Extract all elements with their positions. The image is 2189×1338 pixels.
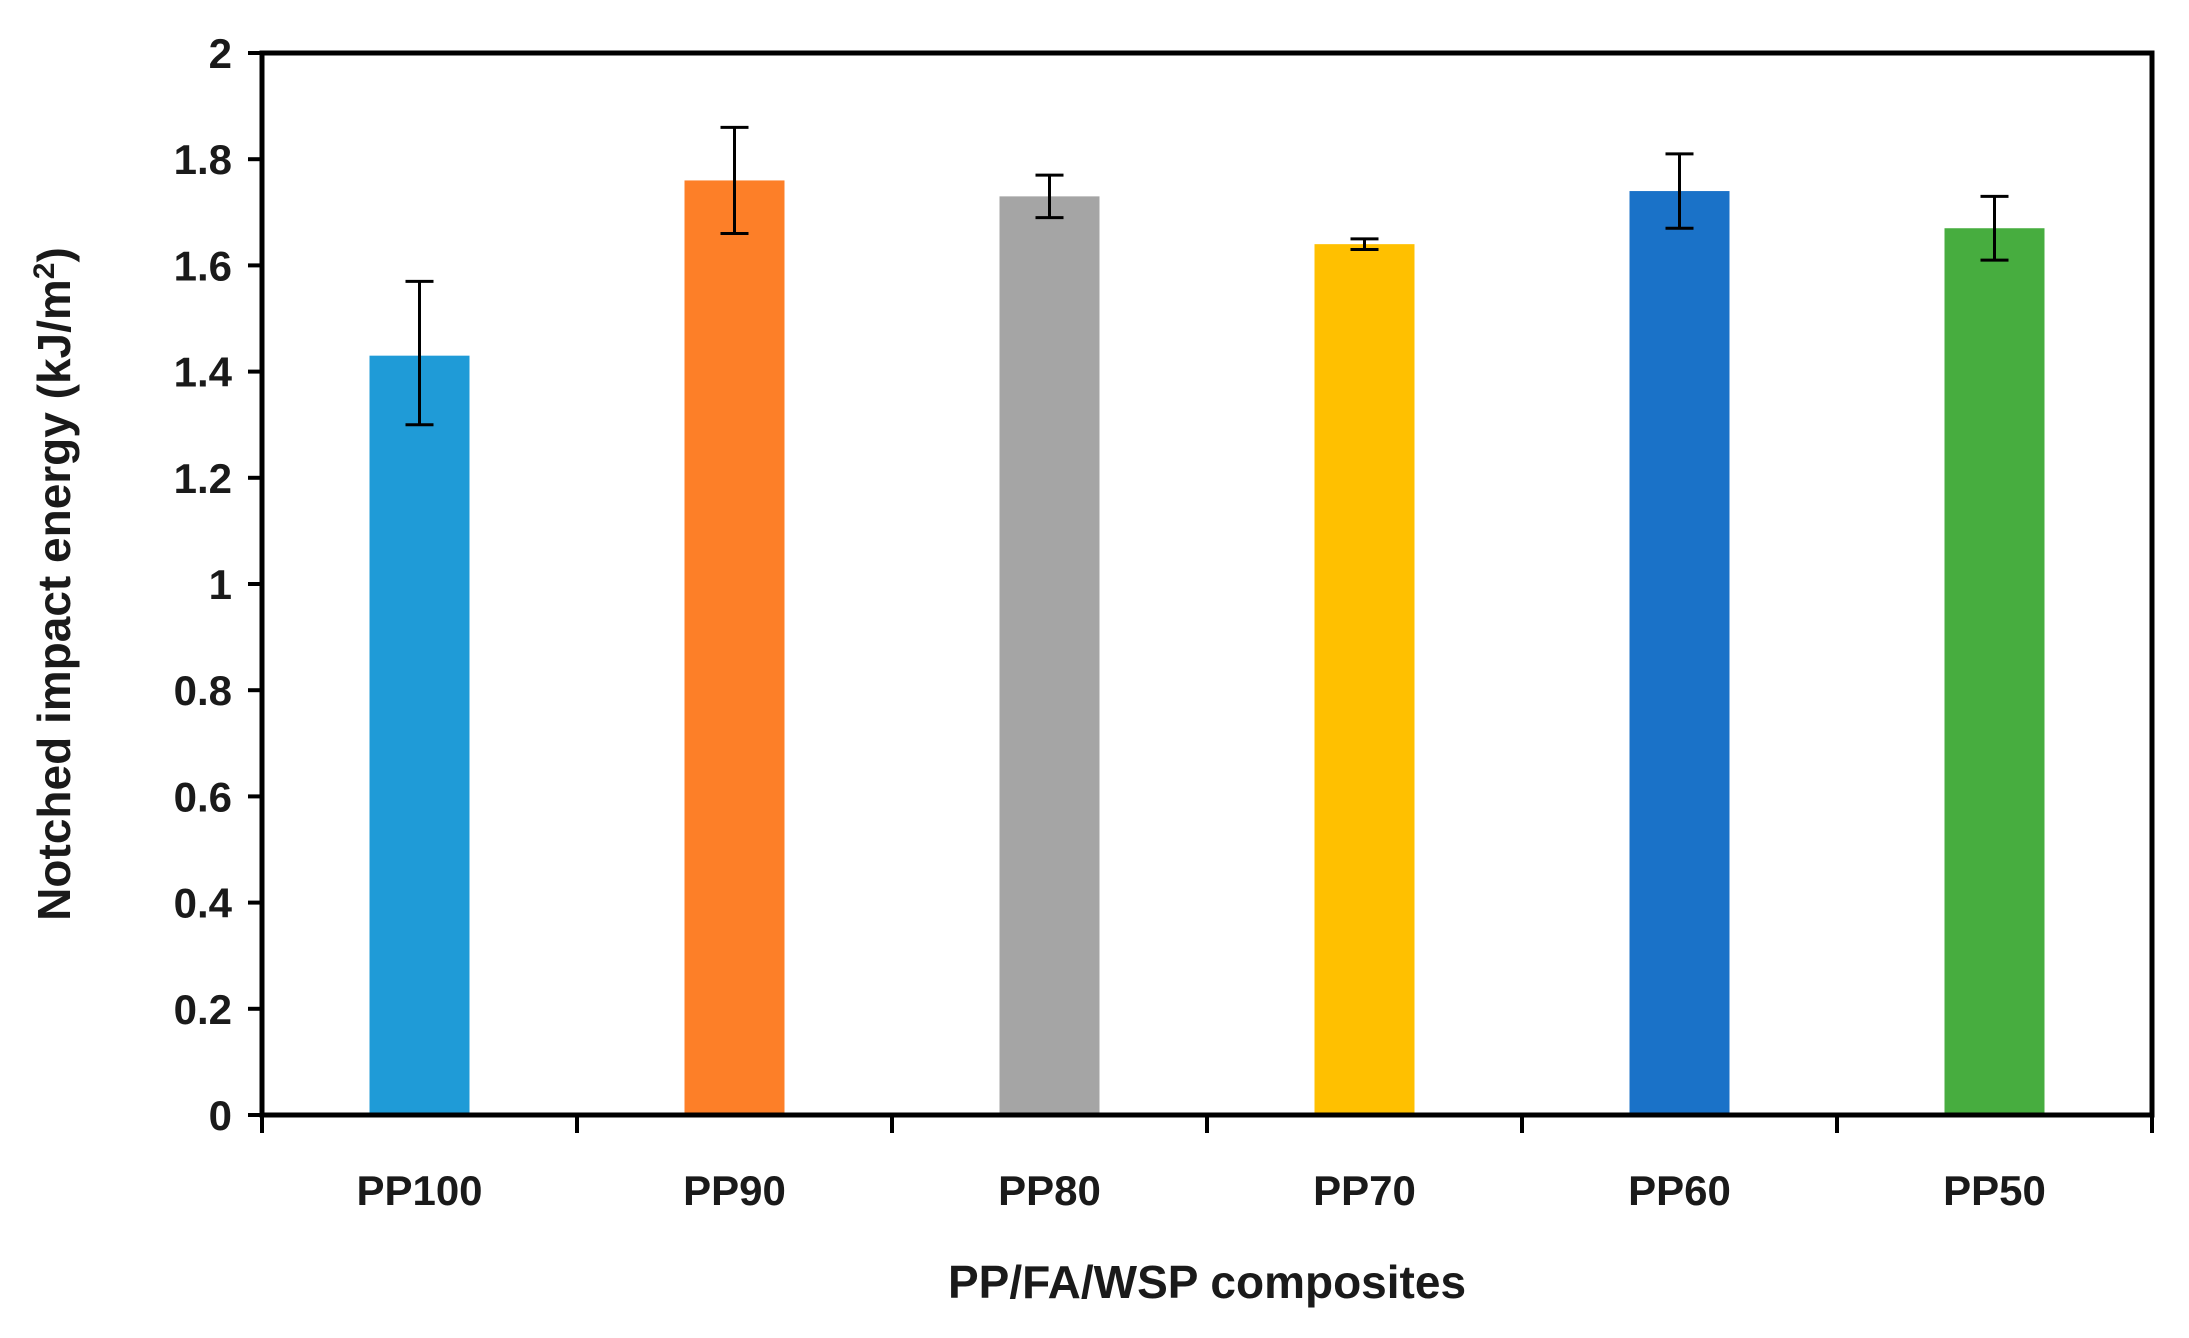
- y-tick-label: 1.6: [174, 242, 232, 289]
- y-tick-label: 1.8: [174, 136, 232, 183]
- x-tick-label: PP80: [998, 1167, 1101, 1214]
- x-tick-label: PP70: [1313, 1167, 1416, 1214]
- y-tick-label: 1: [209, 561, 232, 608]
- y-tick-label: 1.2: [174, 455, 232, 502]
- error-bars-layer: [405, 125, 2009, 427]
- bar: [684, 180, 785, 1115]
- bar: [1314, 244, 1415, 1115]
- x-tick-label: PP60: [1628, 1167, 1731, 1214]
- y-axis-title-main: Notched impact energy (kJ/m: [28, 279, 80, 921]
- y-tick-label: 0.2: [174, 986, 232, 1033]
- error-bar: [1665, 152, 1694, 230]
- bar: [999, 196, 1100, 1115]
- error-bar: [1350, 237, 1379, 251]
- bar: [369, 355, 470, 1115]
- plot-frame: [259, 50, 2155, 1118]
- y-axis-title-superscript: 2: [28, 263, 61, 280]
- x-tick-label: PP90: [683, 1167, 786, 1214]
- bars-layer: [369, 180, 2045, 1116]
- y-axis-title: Notched impact energy (kJ/m2): [28, 247, 81, 921]
- y-tick-label: 0.6: [174, 773, 232, 820]
- x-tick-label: PP100: [356, 1167, 482, 1214]
- x-axis-ticks: PP100 PP90 PP80 PP70 PP60 PP50: [260, 1115, 2154, 1214]
- y-axis-ticks: 0 0.2 0.4 0.6 0.8 1 1.2 1.4 1.6 1.8 2: [174, 30, 262, 1139]
- y-tick-label: 2: [209, 30, 232, 77]
- error-bar: [1980, 194, 2009, 262]
- y-axis-title-close: ): [28, 247, 80, 262]
- error-bar: [720, 125, 749, 236]
- x-tick-label: PP50: [1943, 1167, 2046, 1214]
- y-tick-label: 1.4: [174, 349, 233, 396]
- axes-layer: [259, 50, 2155, 1118]
- y-tick-label: 0.4: [174, 880, 233, 927]
- y-tick-label: 0: [209, 1092, 232, 1139]
- y-tick-label: 0.8: [174, 667, 232, 714]
- x-axis-title: PP/FA/WSP composites: [948, 1256, 1466, 1308]
- bar: [1944, 228, 2045, 1116]
- error-bar: [405, 279, 434, 427]
- bar: [1629, 191, 1730, 1115]
- error-bar: [1035, 173, 1064, 220]
